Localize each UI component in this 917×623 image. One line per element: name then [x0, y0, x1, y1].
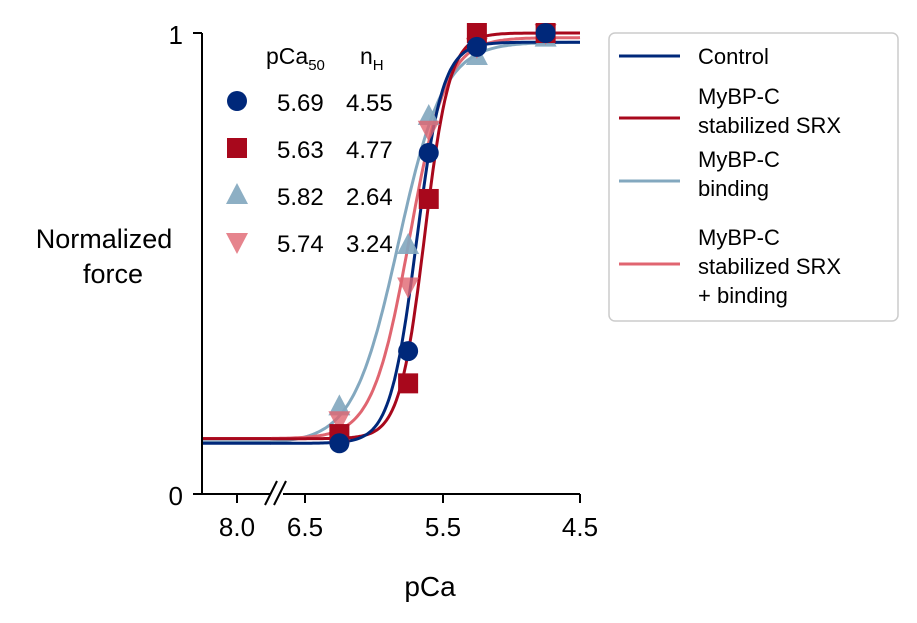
parameter-table: pCa50 nH 5.69 4.55 5.63 4.77 5.82 2.64 5.74 3.2…: [226, 43, 393, 258]
y-tick-label-0: 0: [169, 481, 183, 511]
x-tick-label-6.5: 6.5: [287, 512, 323, 542]
table-marker-stabilized-srx: [227, 138, 247, 158]
data-point-stabilized-srx-4: [466, 23, 487, 43]
data-point-control-5: [535, 23, 556, 43]
legend-label-stabilized-srx-binding-0: MyBP-C: [698, 225, 780, 250]
legend-label-stabilized-srx-binding-1: stabilized SRX: [698, 254, 841, 279]
y-axis-label-line2: force: [83, 259, 143, 289]
data-point-binding-3: [417, 103, 440, 125]
table-rows: 5.69 4.55 5.63 4.77 5.82 2.64 5.74 3.24: [226, 90, 393, 258]
legend-label-binding-1: binding: [698, 176, 769, 201]
x-axis-label: pCa: [404, 571, 456, 602]
x-tick-label-5.5: 5.5: [425, 512, 461, 542]
data-point-binding-2: [397, 233, 420, 255]
table-header-nh-sub: H: [373, 57, 384, 74]
data-point-stabilized-srx-binding-3: [417, 120, 440, 142]
data-point-control-3: [418, 142, 439, 163]
data-point-stabilized-srx-binding-1: [328, 411, 351, 433]
fit-curve-control: [270, 40, 580, 445]
y-tick-label-1: 1: [169, 20, 183, 50]
table-marker-binding: [226, 183, 248, 204]
legend-label-stabilized-srx-binding-2: + binding: [698, 283, 788, 308]
legend-label-control-0: Control: [698, 44, 769, 69]
data-point-control-2: [398, 341, 419, 362]
legend-label-stabilized-srx-1: stabilized SRX: [698, 113, 841, 138]
table-pca50-stabilized-srx-binding: 5.74: [277, 231, 324, 258]
table-header-nh-main: n: [360, 43, 373, 69]
table-pca50-control: 5.69: [277, 90, 324, 117]
legend-entries: Control MyBP-C stabilized SRX MyBP-C binding…: [619, 44, 841, 308]
legend-frame: [608, 32, 899, 322]
data-point-stabilized-srx-2: [398, 373, 419, 394]
table-pca50-stabilized-srx: 5.63: [277, 137, 324, 164]
data-point-stabilized-srx-3: [418, 188, 439, 209]
table-marker-stabilized-srx-binding: [226, 233, 248, 254]
data-point-stabilized-srx-binding-2: [397, 277, 420, 299]
table-header-pca50-main: pCa: [266, 43, 308, 69]
axes: 1 0 8.0 6.5 5.5 4.5 pCa Normalized force: [36, 20, 598, 602]
data-markers: [328, 23, 557, 454]
table-pca50-binding: 5.82: [277, 184, 324, 211]
data-point-control-1: [329, 433, 350, 454]
legend-label-binding-0: MyBP-C: [698, 147, 780, 172]
y-axis-label-line1: Normalized: [36, 224, 173, 254]
data-point-binding-1: [328, 394, 351, 416]
table-nh-stabilized-srx: 4.77: [346, 137, 393, 164]
table-header-nh: nH: [360, 43, 384, 74]
table-marker-control: [227, 91, 247, 111]
axis-break-mark-2: [273, 480, 287, 506]
table-header-pca50-sub: 50: [308, 57, 325, 74]
table-nh-stabilized-srx-binding: 3.24: [346, 231, 393, 258]
axis-break-mark-1: [264, 480, 278, 506]
table-nh-control: 4.55: [346, 90, 393, 117]
legend-label-stabilized-srx-0: MyBP-C: [698, 84, 780, 109]
legend: Control MyBP-C stabilized SRX MyBP-C binding…: [608, 32, 899, 322]
x-tick-label-4.5: 4.5: [562, 512, 598, 542]
fit-curve-stabilized-srx: [270, 31, 580, 441]
table-header-pca50: pCa50: [266, 43, 325, 74]
x-tick-label-break: 8.0: [219, 512, 255, 542]
data-point-control-4: [466, 36, 487, 57]
table-nh-binding: 2.64: [346, 184, 393, 211]
